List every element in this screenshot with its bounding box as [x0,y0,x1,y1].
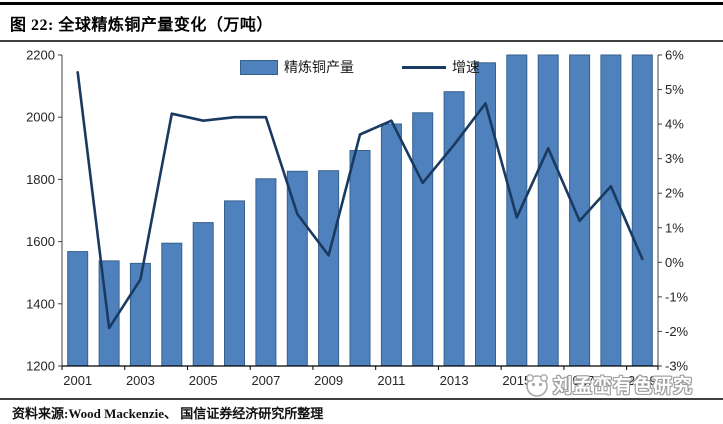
bar-2012 [412,112,434,367]
watermark-logo-icon [526,373,548,397]
x-axis-tick-label: 2009 [314,373,343,388]
right-axis-tick-label: 2% [665,186,684,201]
source-note: 资料来源:Wood Mackenzie、 国信证券经济研究所整理 [12,406,324,421]
footer-divider [0,398,723,400]
left-axis-tick-label: 1200 [26,359,55,374]
left-axis-tick-label: 1600 [26,234,55,249]
right-axis-tick-label: 3% [665,151,684,166]
legend-item-production: 精炼铜产量 [240,57,354,77]
bar-2007 [255,178,277,367]
right-axis-tick-label: -1% [665,289,689,304]
legend-label-production: 精炼铜产量 [284,61,354,76]
x-axis-tick-label: 2019 [628,373,657,388]
combo-chart: 2200 2000 1800 1600 1400 1200 6% 5% 4% 3% 2% 1% 0% -1… [26,48,689,389]
left-axis-tick-label: 1400 [26,296,55,311]
growth-line [76,70,644,330]
bar-2004 [161,242,183,367]
line-swatch-icon [402,65,446,69]
x-axis: 2001 2003 2005 2007 2009 2011 2013 2015 2017 2019 [61,365,659,388]
left-axis-tick-label: 1800 [26,172,55,187]
bar-2016 [537,54,559,367]
x-axis-tick-label: 2017 [565,373,594,388]
right-axis-tick-label: 4% [665,117,684,132]
top-rule [0,2,723,5]
right-axis: 6% 5% 4% 3% 2% 1% 0% -1% -2% -3% [657,48,689,374]
bar-swatch-icon [240,59,278,75]
bar-2006 [224,200,245,367]
x-axis-tick-label: 2015 [502,373,531,388]
left-axis-tick-label: 2200 [26,48,55,63]
bar-2017 [569,54,591,367]
title-divider [0,40,723,42]
production-bars [67,54,653,367]
bar-2001 [67,251,89,367]
watermark: 刘孟峦有色研究 [524,371,693,398]
bar-2019 [631,54,653,367]
left-axis-tick-label: 2000 [26,110,55,125]
x-axis-tick-label: 2003 [126,373,155,388]
x-axis-tick-label: 2011 [377,373,405,388]
legend-item-growth: 增速 [402,57,480,77]
bar-2005 [192,222,214,367]
x-axis-tick-label: 2001 [63,373,92,388]
right-axis-tick-label: -2% [665,324,689,339]
right-axis-tick-label: 6% [665,48,684,63]
x-axis-tick-label: 2005 [189,373,218,388]
left-axis: 2200 2000 1800 1600 1400 1200 [26,48,63,374]
right-axis-tick-label: 5% [665,82,684,97]
right-axis-tick-label: 0% [665,255,684,270]
bar-2010 [349,150,371,367]
bar-2013 [443,91,465,367]
bar-2011 [380,123,402,367]
watermark-text: 刘孟峦有色研究 [553,376,694,397]
bar-2009 [318,170,340,367]
page-title: 图 22: 全球精炼铜产量变化（万吨） [10,17,273,34]
x-axis-tick-label: 2013 [440,373,469,388]
legend-label-growth: 增速 [452,61,480,76]
bar-2008 [286,170,308,367]
x-axis-tick-label: 2007 [251,373,280,388]
right-axis-tick-label: 1% [665,220,684,235]
chart-area: 2200 2000 1800 1600 1400 1200 6% 5% 4% 3% 2% 1% 0% -1… [0,45,723,397]
bar-2015 [506,54,528,367]
bar-2018 [600,54,622,367]
chart-legend: 精炼铜产量 增速 [62,57,658,77]
right-axis-tick-label: -3% [665,359,689,374]
